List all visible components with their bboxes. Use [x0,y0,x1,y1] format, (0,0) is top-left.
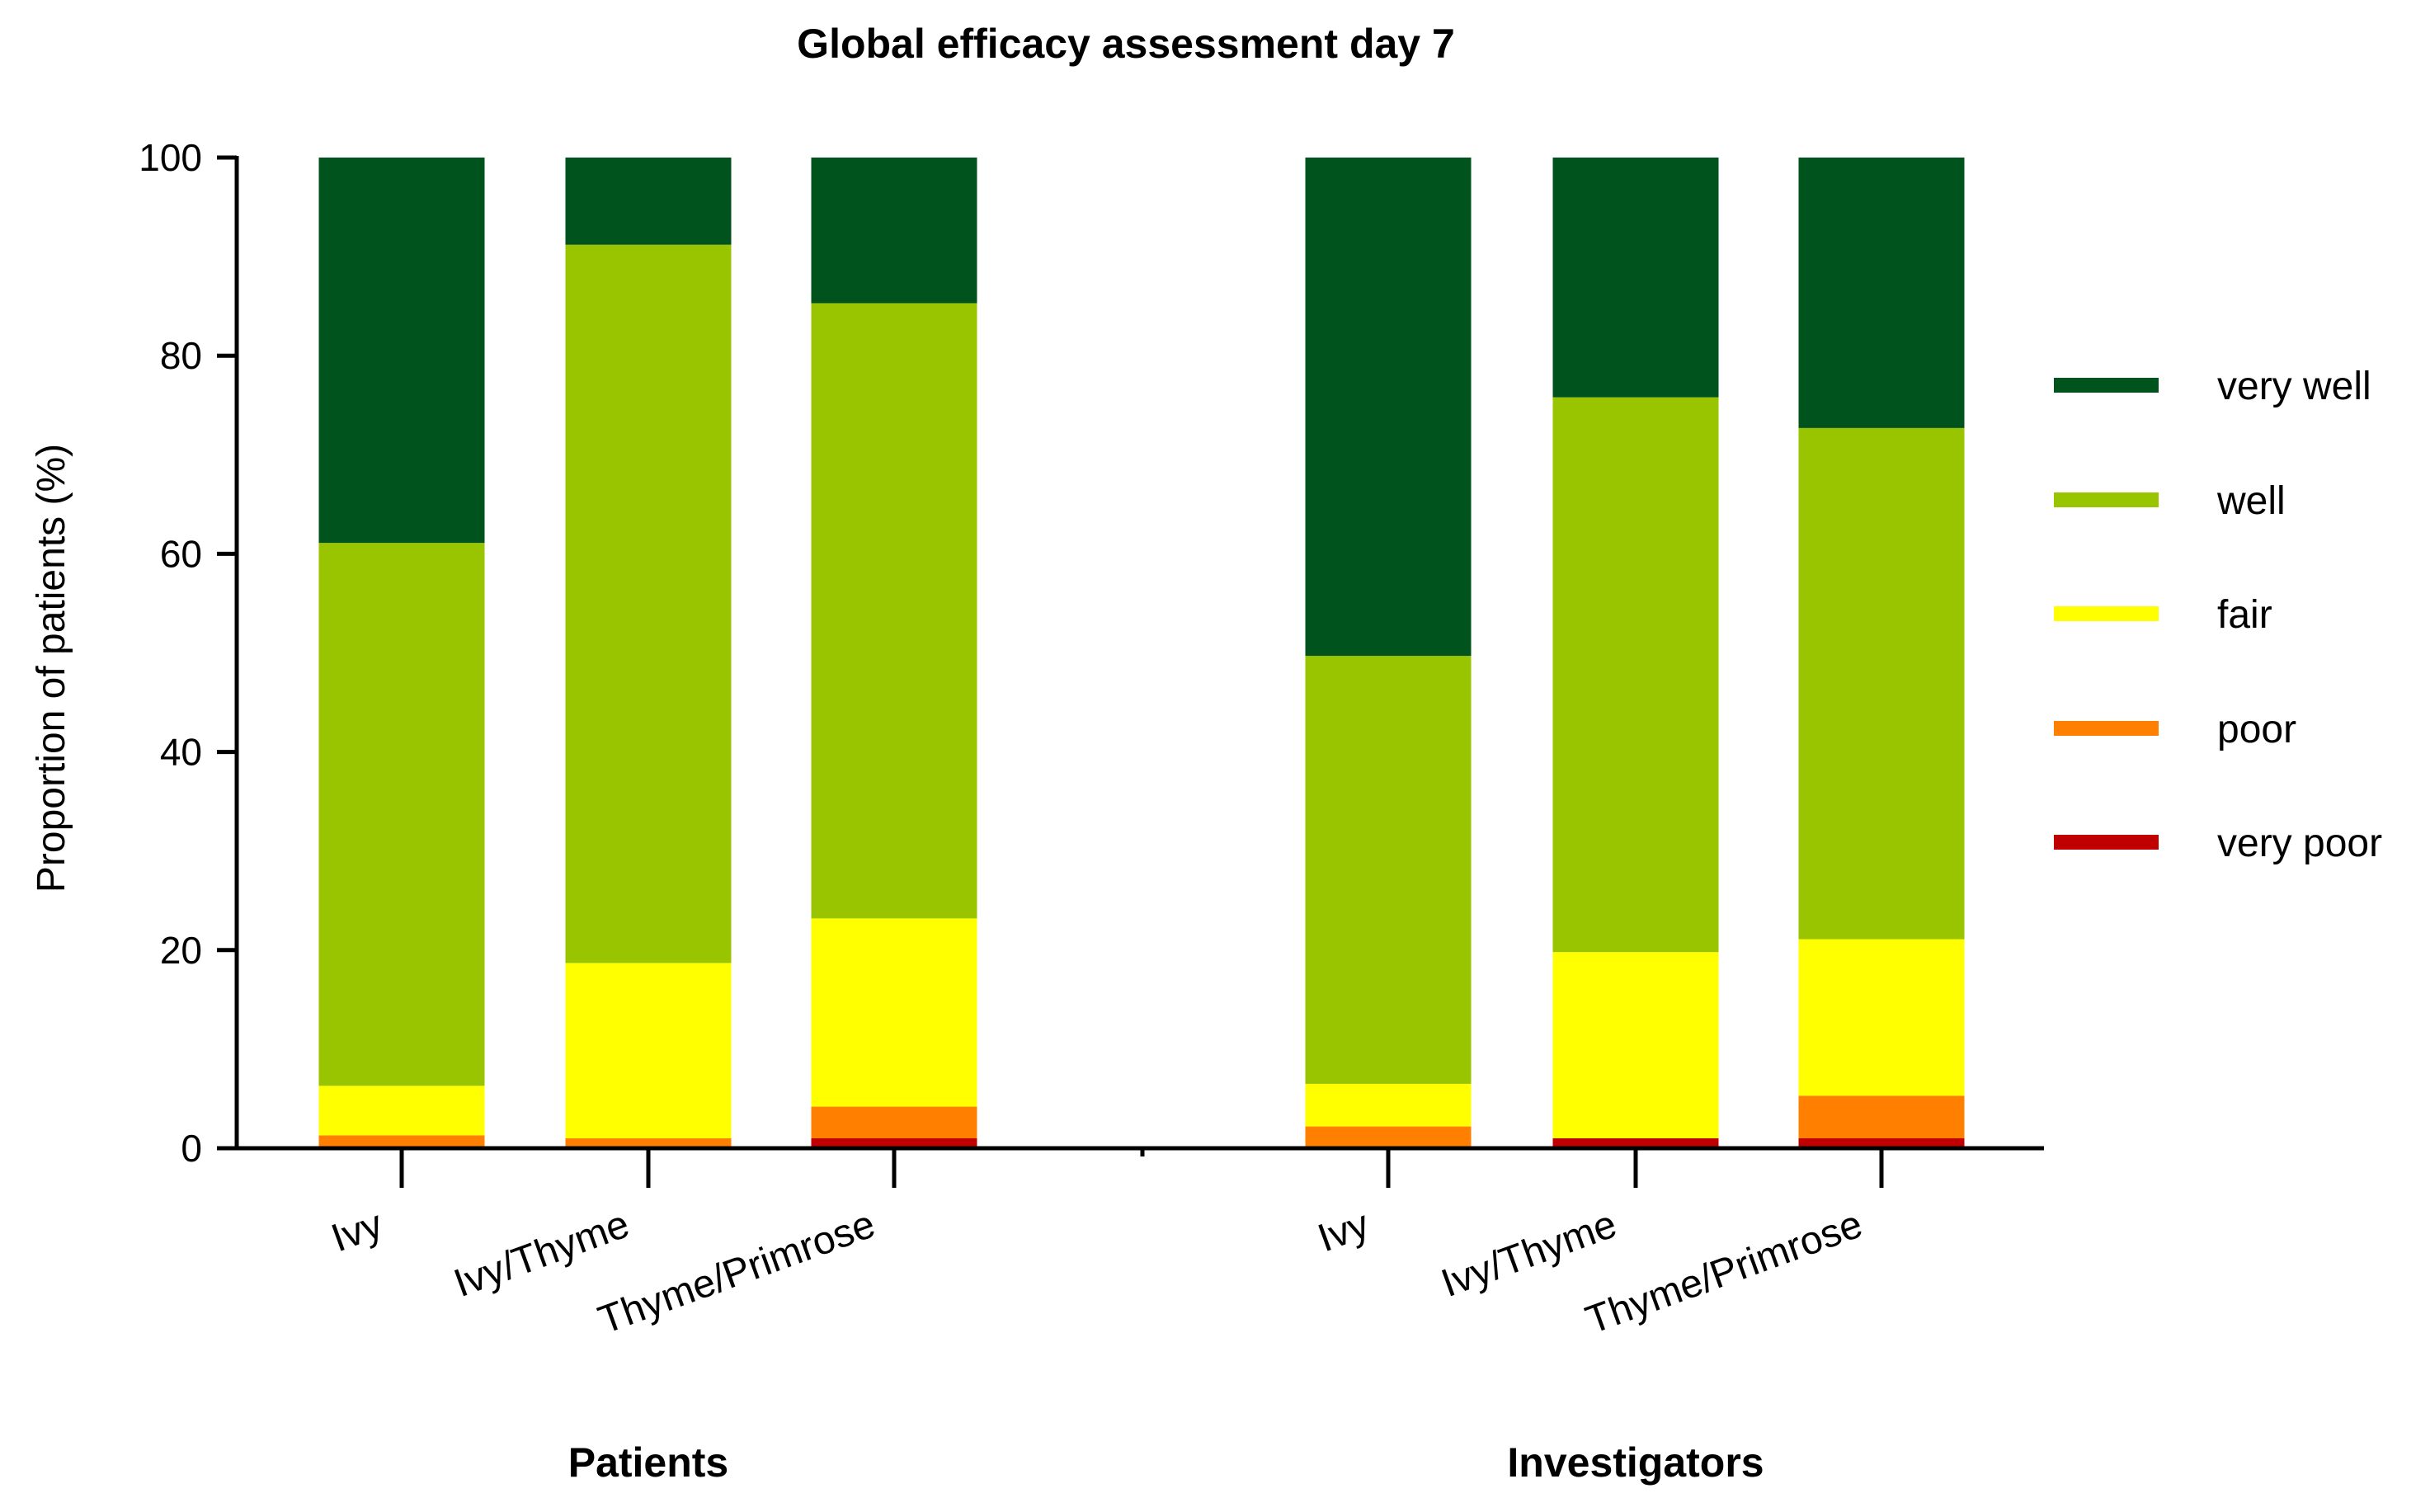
bar-segment-well-1 [565,244,732,963]
bar-segment-poor-1 [565,1138,732,1148]
legend-label-very-well: very well [2217,365,2371,408]
bar-segment-very-well-5 [1798,158,1965,428]
legend-label-well: well [2216,479,2286,523]
bar-segment-very-poor-4 [1552,1138,1719,1148]
x-tick-label-0: Ivy [326,1203,389,1261]
y-tick-label-80: 80 [160,334,202,377]
x-tick-label-3: Ivy [1312,1203,1375,1261]
legend-swatch-well [2054,492,2159,507]
y-tick-label-60: 60 [160,532,202,575]
x-tick-label-1: Ivy/Thyme [449,1203,635,1307]
bar-segment-fair-3 [1305,1083,1472,1127]
bar-segment-well-0 [318,543,485,1086]
bar-segment-very-well-4 [1552,158,1719,398]
bars-layer [318,158,1965,1148]
bar-segment-well-2 [811,303,977,919]
bar-segment-poor-0 [318,1135,485,1148]
y-axis-title: Proportion of patients (%) [30,444,73,893]
bar-segment-poor-3 [1305,1126,1472,1148]
x-tick-label-5: Thyme/Primrose [1580,1203,1868,1343]
group-label-investigators: Investigators [1507,1439,1764,1486]
legend-swatch-poor [2054,721,2159,736]
bar-segment-very-well-3 [1305,158,1472,657]
bar-segment-fair-0 [318,1086,485,1136]
chart-title: Global efficacy assessment day 7 [797,21,1455,67]
legend: very well well fair poor very poor [2054,365,2382,865]
x-tick-label-2: Thyme/Primrose [593,1203,881,1343]
legend-label-very-poor: very poor [2217,822,2382,865]
legend-swatch-very-poor [2054,835,2159,850]
bar-segment-very-well-0 [318,158,485,544]
bar-segment-fair-2 [811,918,977,1107]
legend-label-poor: poor [2217,708,2296,751]
bar-segment-very-poor-2 [811,1138,977,1148]
bar-segment-fair-4 [1552,952,1719,1138]
bar-segment-very-poor-5 [1798,1138,1965,1148]
bar-segment-fair-5 [1798,939,1965,1096]
bar-segment-poor-2 [811,1106,977,1138]
legend-swatch-very-well [2054,378,2159,393]
y-tick-label-40: 40 [160,731,202,774]
group-label-patients: Patients [568,1439,729,1486]
legend-swatch-fair [2054,606,2159,621]
bar-segment-well-5 [1798,427,1965,940]
y-tick-label-0: 0 [181,1127,202,1170]
y-tick-label-100: 100 [139,136,202,179]
x-tick-label-4: Ivy/Thyme [1436,1203,1622,1307]
bar-segment-well-4 [1552,397,1719,953]
bar-segment-very-well-1 [565,158,732,245]
bar-segment-poor-5 [1798,1095,1965,1138]
legend-label-fair: fair [2217,593,2272,637]
bar-segment-very-well-2 [811,158,977,304]
bar-segment-fair-1 [565,963,732,1138]
bar-segment-well-3 [1305,656,1472,1084]
y-tick-label-20: 20 [160,929,202,972]
